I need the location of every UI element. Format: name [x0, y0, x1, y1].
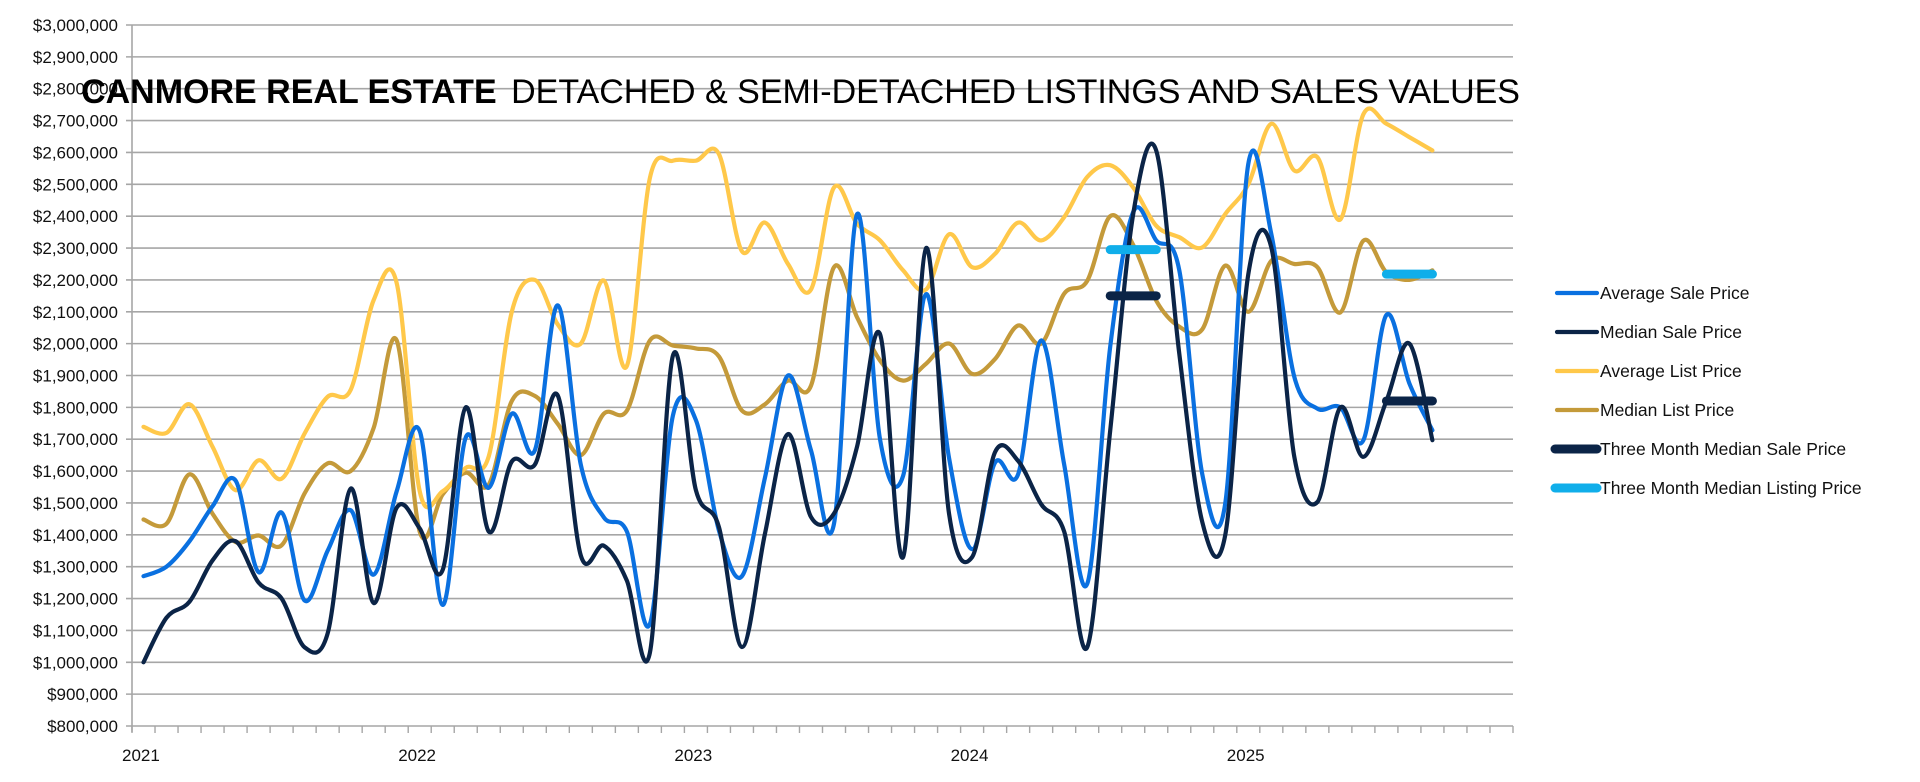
legend-label: Median List Price [1600, 400, 1734, 420]
legend-item: Median List Price [1554, 400, 1734, 420]
series-lines [141, 106, 1435, 665]
y-tick-label: $2,200,000 [33, 271, 118, 290]
y-tick-label: $2,900,000 [33, 48, 118, 67]
x-tick-label: 2023 [674, 746, 712, 765]
legend-item: Average Sale Price [1554, 283, 1750, 303]
legend-item: Median Sale Price [1554, 322, 1742, 342]
y-tick-label: $2,700,000 [33, 112, 118, 131]
y-axis-ticks: $800,000 $900,000 $1,000,000 $1,100,000 $1,2… [33, 16, 118, 736]
y-tick-label: $1,600,000 [33, 462, 118, 481]
y-tick-label: $2,300,000 [33, 239, 118, 258]
x-tick-label: 2025 [1227, 746, 1265, 765]
y-tick-label: $1,100,000 [33, 621, 118, 640]
y-tick-label: $2,800,000 [33, 80, 118, 99]
y-tick-label: $1,700,000 [33, 430, 118, 449]
chart-title: CANMORE REAL ESTATE DETACHED & SEMI-DETA… [81, 73, 1520, 111]
legend-label: Average List Price [1600, 361, 1742, 381]
legend-label: Average Sale Price [1600, 283, 1750, 303]
legend-label: Three Month Median Sale Price [1600, 439, 1846, 459]
chart-title-bold: CANMORE REAL ESTATE [81, 73, 497, 111]
legend-label: Three Month Median Listing Price [1600, 478, 1862, 498]
y-tick-label: $2,600,000 [33, 143, 118, 162]
y-tick-label: $1,800,000 [33, 398, 118, 417]
three-month-segments [1105, 245, 1437, 406]
y-tick-label: $2,500,000 [33, 175, 118, 194]
y-tick-label: $1,000,000 [33, 653, 118, 672]
y-tick-label: $900,000 [47, 685, 118, 704]
gridlines [126, 24, 1513, 732]
x-tick-label: 2021 [122, 746, 160, 765]
legend-item: Three Month Median Listing Price [1550, 478, 1862, 498]
y-tick-label: $1,900,000 [33, 367, 118, 386]
y-tick-label: $1,200,000 [33, 590, 118, 609]
legend: Average Sale Price Median Sale Price Avera… [1550, 283, 1862, 498]
y-tick-label: $2,000,000 [33, 335, 118, 354]
series-line-average-sale-price [141, 148, 1435, 629]
y-tick-label: $800,000 [47, 717, 118, 736]
y-tick-label: $1,300,000 [33, 558, 118, 577]
x-tick-label: 2024 [951, 746, 989, 765]
y-tick-label: $3,000,000 [33, 16, 118, 35]
series-line-median-sale-price [141, 141, 1435, 665]
legend-item: Three Month Median Sale Price [1550, 439, 1846, 459]
y-tick-label: $1,400,000 [33, 526, 118, 545]
x-axis: 2021 2022 2023 2024 2025 [122, 726, 1514, 765]
y-tick-label: $2,400,000 [33, 207, 118, 226]
x-tick-label: 2022 [398, 746, 436, 765]
chart-title-rest: DETACHED & SEMI-DETACHED LISTINGS AND SA… [511, 73, 1520, 111]
legend-label: Median Sale Price [1600, 322, 1742, 342]
y-tick-label: $1,500,000 [33, 494, 118, 513]
legend-item: Average List Price [1554, 361, 1742, 381]
y-tick-label: $2,100,000 [33, 303, 118, 322]
